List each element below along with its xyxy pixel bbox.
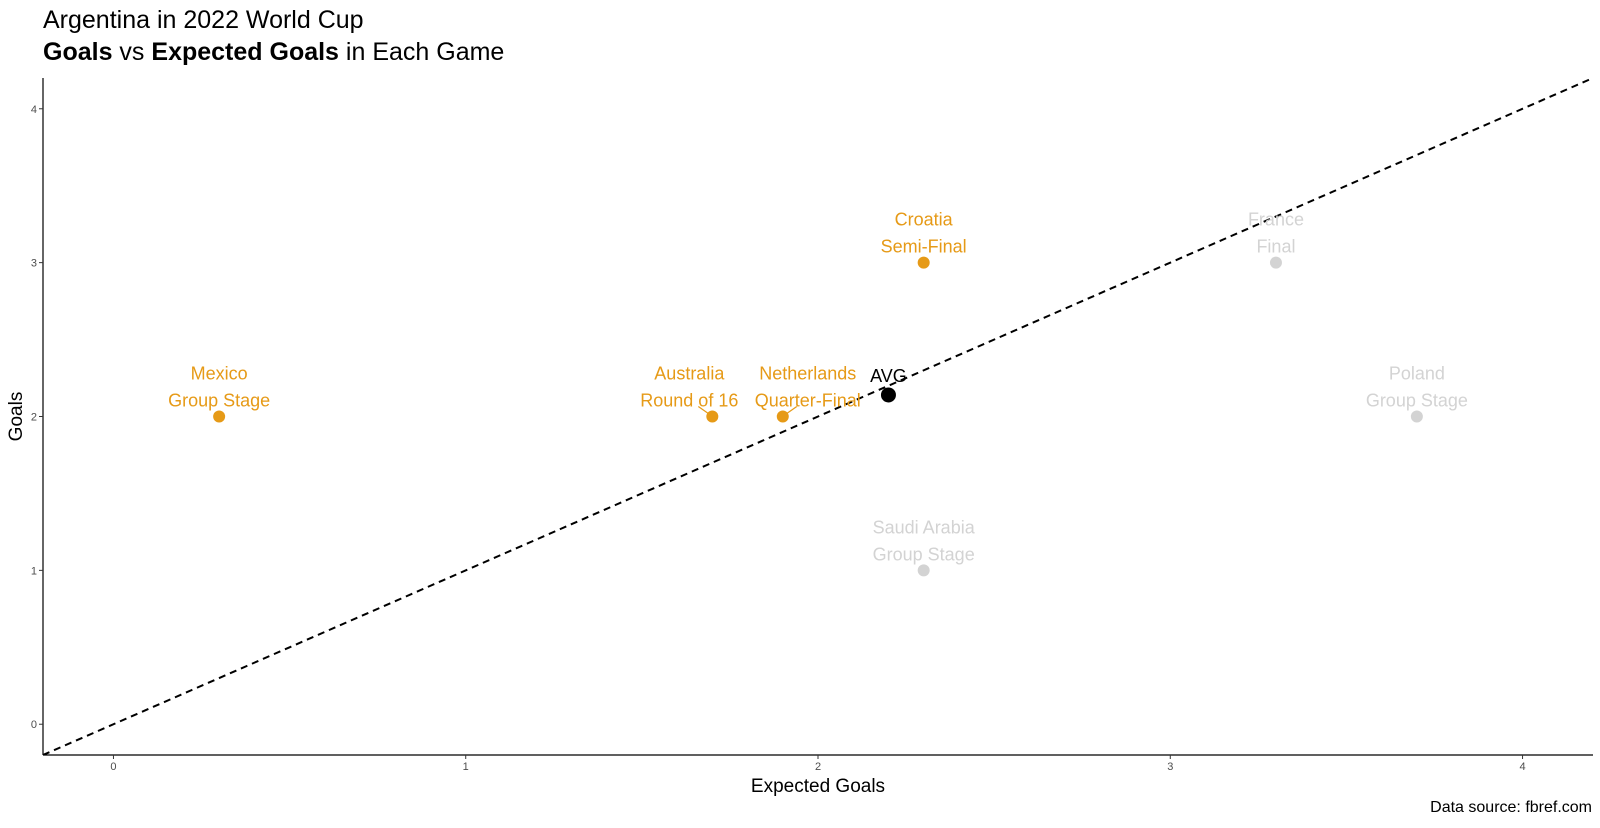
average-point [880,387,896,403]
chart-subtitle: Goals vs Expected Goals in Each Game [43,37,504,67]
point-label-stage: Round of 16 [640,391,738,411]
x-tick-label: 3 [1167,761,1173,773]
x-tick-label: 4 [1519,761,1525,773]
data-point [917,256,930,269]
reference-line [43,78,1593,755]
subtitle-expected-goals: Expected Goals [151,38,339,66]
subtitle-goals: Goals [43,38,113,66]
x-axis-title: Expected Goals [751,776,885,797]
y-tick-label: 1 [31,565,37,577]
label-leader [786,406,798,414]
data-point [706,410,719,423]
data-point [1410,410,1423,423]
x-tick-label: 0 [110,761,116,773]
chart-title: Argentina in 2022 World Cup [43,6,364,34]
data-point [1269,256,1282,269]
point-label-opponent: Netherlands [759,364,856,384]
subtitle-vs: vs [112,38,152,66]
x-tick-label: 2 [815,761,821,773]
y-tick-label: 2 [31,412,37,424]
data-point [917,564,930,577]
point-label-opponent: France [1248,210,1304,230]
point-label-stage: Group Stage [873,544,975,564]
point-label-opponent: Saudi Arabia [873,517,976,537]
data-point [213,410,226,423]
point-label-stage: Quarter-Final [755,391,861,411]
data-point [776,410,789,423]
point-label-opponent: Australia [654,364,725,384]
point-label-opponent: Poland [1389,364,1445,384]
y-axis-title: Goals [6,392,27,442]
point-label-stage: Group Stage [168,391,270,411]
label-leader [697,406,709,414]
y-tick-label: 0 [31,719,37,731]
data-source-caption: Data source: fbref.com [1430,799,1592,816]
y-tick-label: 4 [31,104,37,116]
average-label: AVG [870,366,907,386]
subtitle-suffix: in Each Game [338,38,505,66]
point-label-opponent: Mexico [191,364,248,384]
x-tick-label: 1 [463,761,469,773]
point-label-stage: Semi-Final [881,237,967,257]
y-tick-label: 3 [31,258,37,270]
point-label-stage: Final [1256,237,1295,257]
point-label-stage: Group Stage [1366,391,1468,411]
point-label-opponent: Croatia [895,210,954,230]
